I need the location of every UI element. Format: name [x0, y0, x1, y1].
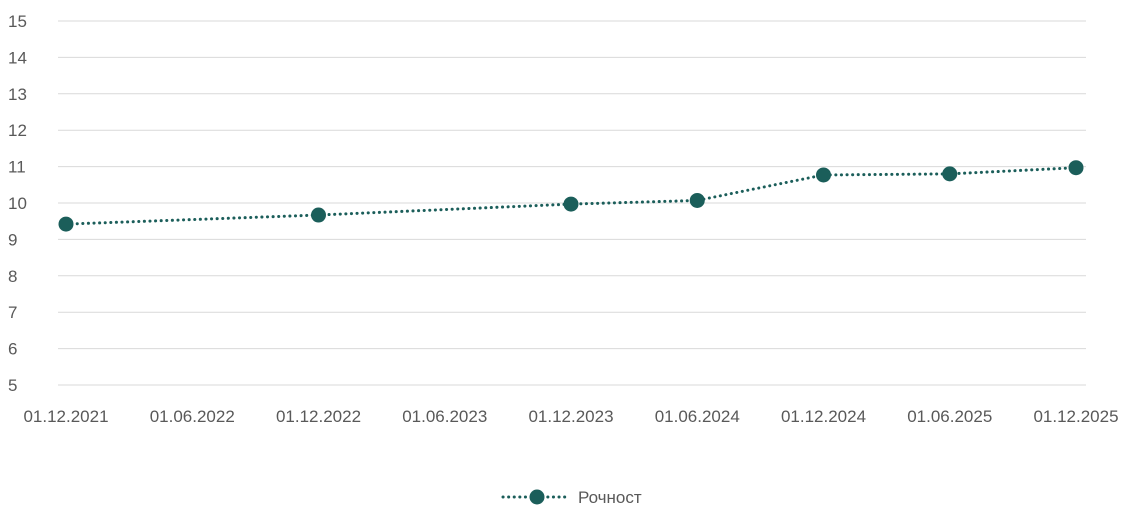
series-line	[64, 166, 1078, 226]
data-point	[1068, 160, 1084, 176]
y-axis-tick-labels: 5 6 7 8 9 10 11 12 13 14 15	[8, 12, 27, 395]
data-point	[816, 167, 831, 183]
legend-label: Рочност	[578, 488, 642, 506]
y-tick-label: 15	[8, 12, 27, 31]
x-tick-label: 01.06.2025	[907, 407, 992, 426]
y-tick-label: 5	[8, 376, 17, 395]
x-tick-label: 01.12.2021	[23, 407, 108, 426]
data-point	[311, 207, 326, 223]
y-tick-label: 12	[8, 121, 27, 140]
y-tick-label: 11	[8, 158, 26, 177]
y-tick-label: 9	[8, 230, 17, 249]
x-tick-label: 01.06.2024	[655, 407, 740, 426]
series-area	[58, 160, 1084, 232]
data-point	[563, 196, 579, 212]
y-tick-label: 7	[8, 303, 17, 322]
x-axis-tick-labels: 01.12.2021 01.06.2022 01.12.2022 01.06.2023…	[23, 407, 1118, 426]
y-tick-label: 13	[8, 85, 27, 104]
x-tick-label: 01.06.2022	[150, 407, 235, 426]
y-tick-label: 8	[8, 267, 17, 286]
y-tick-label: 14	[8, 48, 27, 67]
data-point	[942, 166, 958, 182]
data-point	[689, 192, 705, 208]
y-tick-label: 10	[8, 194, 27, 213]
data-point	[58, 216, 74, 232]
y-tick-label: 6	[8, 340, 17, 359]
legend-marker	[529, 489, 545, 505]
x-tick-label: 01.06.2023	[402, 407, 487, 426]
x-tick-label: 01.12.2022	[276, 407, 361, 426]
x-tick-label: 01.12.2025	[1033, 407, 1118, 426]
x-tick-label: 01.12.2023	[528, 407, 613, 426]
x-tick-label: 01.12.2024	[781, 407, 866, 426]
legend: Рочност	[501, 488, 642, 507]
